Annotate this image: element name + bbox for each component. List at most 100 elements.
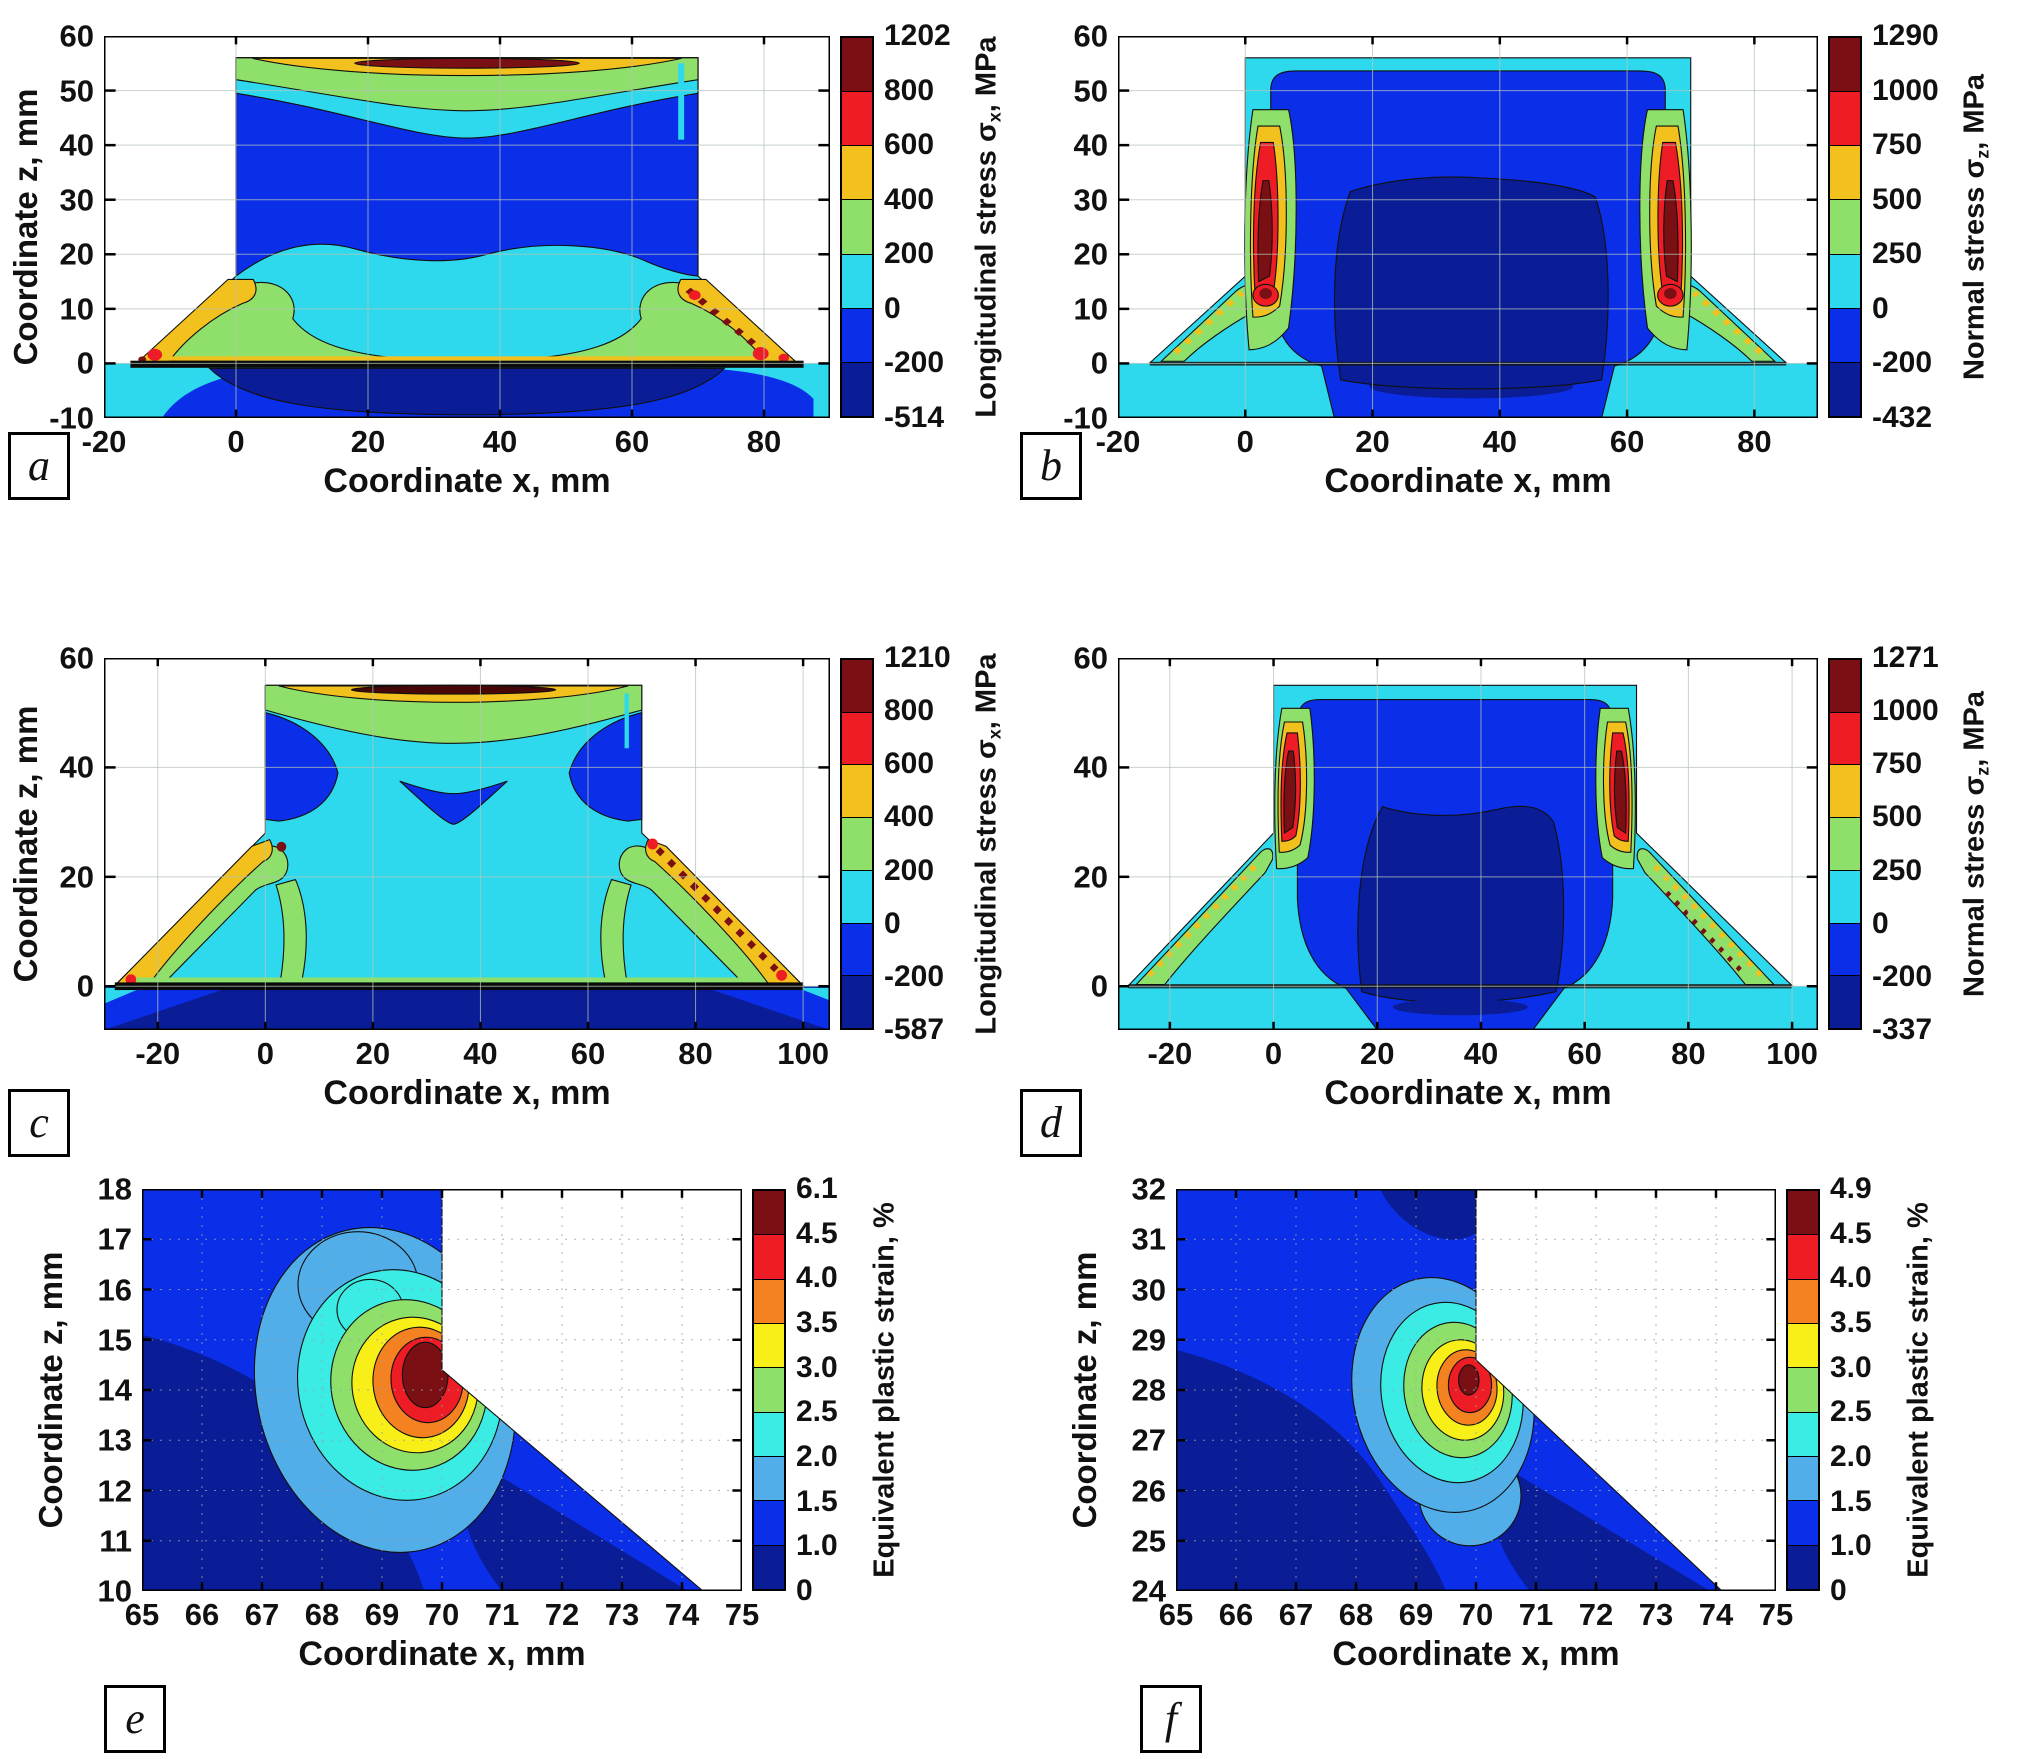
y-axis-title-text: Coordinate z, mm	[7, 705, 44, 983]
colorbar-tick-label: -200	[884, 346, 945, 380]
panel-letter-d: d	[1020, 1089, 1082, 1157]
panel-b: 60 50 40 30 20 10 0 -10	[1012, 0, 2025, 506]
panel-letter-f: f	[1140, 1685, 1202, 1753]
colorbar-title-text: Equivalent plastic strain, %	[1902, 1202, 1937, 1578]
tick-label: 40	[59, 749, 94, 785]
colorbar-segment	[842, 922, 872, 976]
contour-plot-c	[104, 658, 830, 1030]
panel-letter-text: c	[29, 1098, 49, 1147]
y-axis-title	[1052, 36, 1060, 418]
colorbar-segment	[1788, 1544, 1818, 1589]
colorbar-title: Normal stress σz, MPa	[1950, 36, 2002, 418]
tick-label: 31	[1131, 1221, 1166, 1257]
colorbar-tick-label: 2.5	[796, 1395, 838, 1429]
tick-label: 14	[97, 1372, 132, 1408]
colorbar-tick-label: 1.0	[1830, 1529, 1872, 1563]
colorbar-segment	[1788, 1191, 1818, 1235]
colorbar-title: Equivalent plastic strain, %	[860, 1189, 912, 1591]
tick-label: 67	[1278, 1597, 1314, 1632]
colorbar-segment	[1830, 253, 1860, 308]
colorbar-tick-label: 4.5	[796, 1216, 838, 1250]
colorbar-tick-label: 800	[884, 73, 935, 107]
colorbar-tick-label: 1202	[884, 19, 951, 52]
tick-label: 71	[484, 1597, 520, 1632]
colorbar-title: Longitudinal stress σx, MPa	[962, 653, 1014, 1034]
contour-plot-a	[104, 36, 830, 418]
colorbar	[840, 658, 874, 1030]
colorbar-title-suffix: , MPa	[970, 653, 1003, 730]
figure-row-3: Coordinate z, mm 18 17 16 15 14 13 12 11 10	[0, 1163, 2025, 1759]
tick-label: 80	[678, 1036, 713, 1071]
tick-label: 67	[244, 1597, 280, 1632]
colorbar-tick-label: 2.0	[1830, 1439, 1872, 1473]
colorbar-segment	[842, 253, 872, 308]
x-axis-ticks: 65 66 67 68 69 70 71 72 73 74 75	[1159, 1591, 1793, 1633]
colorbar-segment	[1788, 1322, 1818, 1368]
colorbar-segment	[1830, 711, 1860, 765]
colorbar-title-prefix: Longitudinal stress σ	[970, 122, 1003, 418]
colorbar-title-text: Normal stress σz, MPa	[1958, 691, 1993, 997]
colorbar-segment	[842, 660, 872, 712]
tick-label: 65	[124, 1597, 160, 1632]
tick-label: 80	[1737, 424, 1772, 459]
tick-label: 100	[1766, 1036, 1818, 1071]
colorbar-tick-label: 4.0	[796, 1261, 838, 1295]
y-axis-title: Coordinate z, mm	[6, 36, 46, 418]
plot-area-d	[1118, 658, 1818, 1030]
panel-d: 60 40 20 0	[1012, 506, 2025, 1163]
tick-label: 20	[59, 236, 94, 272]
colorbar-labels: 6.1 4.5 4.0 3.5 3.0 2.5 2.0 1.5 1.0 0	[786, 1174, 860, 1606]
tick-label: 100	[777, 1036, 829, 1071]
x-axis-title: Coordinate x, mm	[323, 462, 611, 500]
x-axis-ticks: -20 0 20 40 60 80	[82, 418, 830, 460]
x-axis-title: Coordinate x, mm	[323, 1074, 611, 1112]
colorbar	[1786, 1189, 1820, 1591]
tick-label: 0	[256, 1036, 274, 1071]
tick-label: 10	[1073, 291, 1108, 327]
tick-label: 80	[1671, 1036, 1706, 1071]
x-axis-title: Coordinate x, mm	[1324, 462, 1612, 500]
colorbar-segment	[842, 869, 872, 923]
tick-label: 20	[1355, 424, 1390, 459]
tick-label: 24	[1131, 1573, 1166, 1609]
tick-label: 70	[424, 1597, 460, 1632]
colorbar-tick-label: 1000	[1872, 73, 1939, 107]
colorbar-segment	[1830, 922, 1860, 976]
y-axis-title: Coordinate z, mm	[30, 1189, 72, 1591]
colorbar-tick-label: 4.0	[1830, 1261, 1872, 1295]
plot-frame	[104, 658, 830, 1030]
y-axis-ticks: 60 50 40 30 20 10 0 -10	[1060, 21, 1118, 434]
tick-label: 20	[1360, 1036, 1395, 1071]
tick-label: 16	[97, 1272, 132, 1307]
y-axis-title	[1052, 658, 1060, 1030]
colorbar-tick-label: 0	[1830, 1574, 1847, 1607]
x-axis-title: Coordinate x, mm	[1324, 1074, 1612, 1112]
colorbar-segment	[754, 1455, 784, 1501]
colorbar-tick-label: 200	[884, 853, 935, 887]
colorbar-segment	[842, 975, 872, 1029]
contour-plot-e	[142, 1189, 742, 1591]
colorbar-tick-label: 6.1	[796, 1172, 838, 1205]
colorbar-tick-label: -432	[1872, 401, 1933, 434]
tick-label: 0	[1236, 424, 1254, 459]
plot-area-e	[142, 1189, 742, 1591]
tick-label: 20	[350, 424, 386, 459]
colorbar-tick-label: 0	[1872, 906, 1889, 940]
colorbar-segment	[842, 145, 872, 200]
colorbar-tick-label: -200	[884, 959, 945, 993]
colorbar-segment	[754, 1191, 784, 1235]
colorbar-title-prefix: Normal stress σ	[1958, 775, 1991, 998]
colorbar-segment	[754, 1544, 784, 1589]
colorbar-tick-label: 0	[884, 291, 901, 325]
colorbar-segment	[842, 199, 872, 254]
colorbar-title-subscript: z	[1972, 766, 1993, 776]
tick-label: 60	[1609, 424, 1645, 459]
colorbar-segment	[1788, 1500, 1818, 1545]
tick-label: 40	[1073, 749, 1108, 785]
tick-label: 10	[59, 291, 94, 327]
plot-area-b	[1118, 36, 1818, 418]
tick-label: 69	[364, 1597, 400, 1632]
colorbar-segment	[1830, 975, 1860, 1029]
tick-label: -20	[1095, 424, 1141, 459]
colorbar-tick-label: 3.0	[1830, 1350, 1872, 1384]
